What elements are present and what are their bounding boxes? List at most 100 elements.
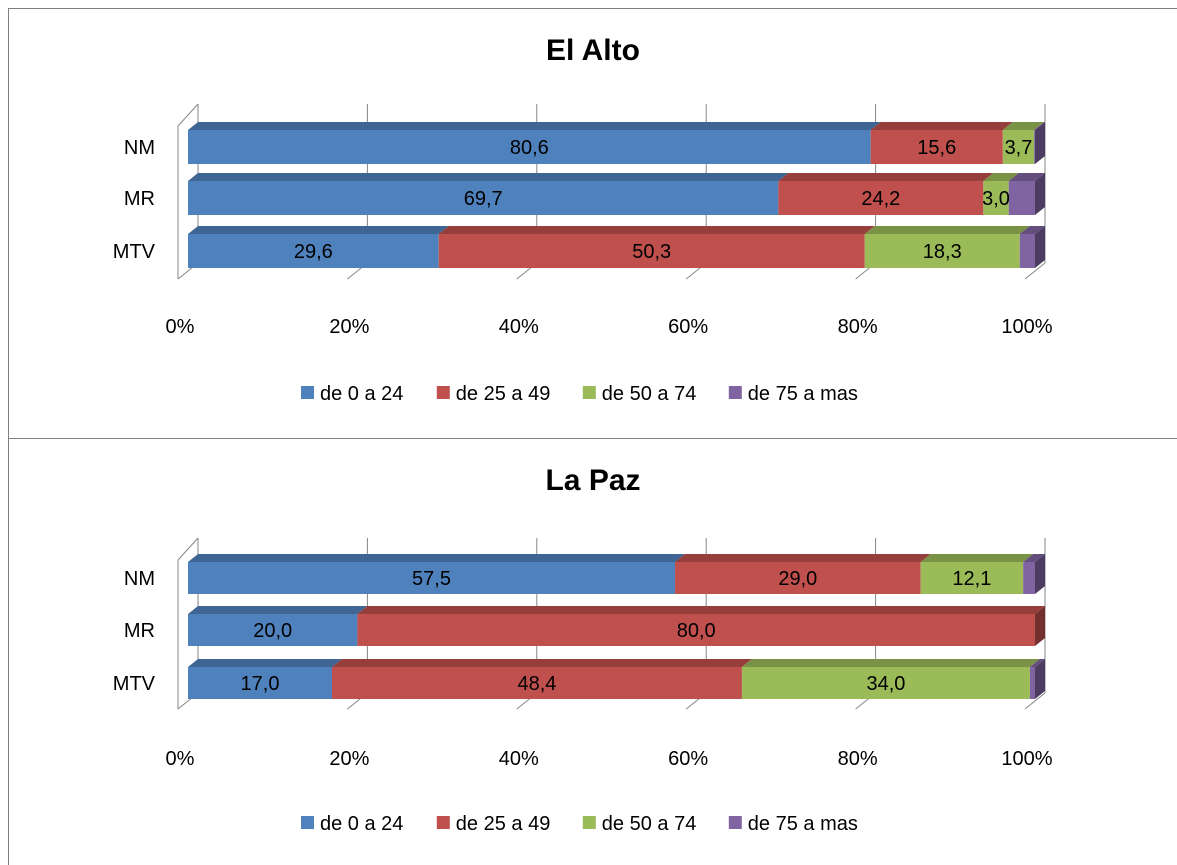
bar-segment-top [188,122,881,130]
legend-swatch [301,816,314,829]
bar-segment-top [864,226,1030,234]
bar-segment-top [1029,659,1045,667]
x-tick-label: 0% [166,316,195,338]
bar-segment-top [1019,226,1045,234]
floor-line [1024,262,1046,280]
x-tick-label: 80% [838,748,878,770]
data-label: 17,0 [241,673,280,695]
bar-segment [983,181,1009,215]
chart-title: El Alto [546,34,640,67]
bar-segment [778,181,984,215]
bar-segment [741,667,1030,699]
data-label: 12,1 [952,568,991,590]
x-tick-label: 60% [668,748,708,770]
bar-segment-top [741,659,1040,667]
bar-segment-top [778,173,994,181]
category-label: MR [124,188,155,210]
chart-el-alto: El Alto 0% 20% 40% 60% 80% 100% NM 80,6 15,6 3,7 MR… [113,34,1053,405]
bar-segment [188,181,779,215]
bar-segment-top [188,659,342,667]
bar-segment-top [438,226,875,234]
bar-segment [188,234,439,268]
bar-segment-top [188,554,686,562]
bar-segment-top [920,554,1034,562]
data-label: 29,0 [778,568,817,590]
data-label: 3,7 [1005,137,1033,159]
chart-panel-el-alto [8,8,1177,438]
legend-label: de 75 a mas [748,813,858,835]
bar-segment [357,614,1035,646]
bar-segment [870,130,1003,164]
category-label: NM [124,137,155,159]
data-label: 57,5 [412,568,451,590]
bar-segment [864,234,1020,268]
chart-panel-la-paz [8,438,1177,865]
bar-segment-side [1035,606,1045,646]
legend-label: de 75 a mas [748,383,858,405]
x-tick-label: 80% [838,316,878,338]
data-label: 50,3 [632,241,671,263]
bar-segment-top [675,554,931,562]
axis-wall [177,537,199,561]
bar-segment-top [188,606,368,614]
data-label: 3,0 [982,188,1010,210]
x-tick-label: 20% [329,316,369,338]
bar-segment-top [1034,122,1045,130]
legend-label: de 50 a 74 [602,383,697,405]
chart-la-paz: La Paz 0% 20% 40% 60% 80% 100% NM 57,5 29,0 12,1 MR… [113,464,1053,835]
data-label: 48,4 [517,673,556,695]
bar-segment-top [983,173,1019,181]
x-tick-label: 0% [166,748,195,770]
bar-segment-top [188,173,789,181]
bar-segment [188,130,871,164]
bar-segment-top [331,659,752,667]
data-label: 80,6 [510,137,549,159]
category-label: MTV [113,241,156,263]
bar-segment-side [1035,173,1045,215]
data-label: 80,0 [677,620,716,642]
data-label: 15,6 [917,137,956,159]
bar-segment [188,614,358,646]
floor-line [1024,692,1046,710]
legend-swatch [436,386,450,399]
data-label: 69,7 [464,188,503,210]
legend-swatch [436,816,450,829]
bar-segment-top [188,226,449,234]
bar-segment-top [1023,554,1045,562]
legend-label: de 50 a 74 [602,813,697,835]
legend-label: de 25 a 49 [456,813,551,835]
legend-swatch [728,386,742,399]
bar-segment [920,562,1024,594]
x-tick-label: 20% [329,748,369,770]
bar-segment-top [1008,173,1045,181]
bar-segment-top [357,606,1045,614]
bar-segment [1023,562,1035,594]
bar-segment-side [1035,226,1045,268]
data-label: 24,2 [861,188,900,210]
category-label: MR [124,620,155,642]
bar-segment-side [1035,659,1045,699]
data-label: 18,3 [923,241,962,263]
category-label: MTV [113,673,156,695]
legend-swatch [582,816,596,829]
legend-swatch [301,386,314,399]
bar-segment [188,667,332,699]
bar-segment-top [870,122,1013,130]
legend-label: de 25 a 49 [456,383,551,405]
x-tick-label: 100% [1001,748,1052,770]
x-tick-label: 60% [668,316,708,338]
bar-segment-side [1035,122,1045,164]
legend-label: de 0 a 24 [320,383,403,405]
legend-label: de 0 a 24 [320,813,403,835]
bar-segment-top [1002,122,1045,130]
data-label: 34,0 [866,673,905,695]
x-tick-label: 100% [1001,316,1052,338]
data-label: 29,6 [294,241,333,263]
legend-swatch [582,386,596,399]
legend-swatch [728,816,742,829]
data-label: 20,0 [253,620,292,642]
bar-segment [1008,181,1035,215]
bar-segment [1002,130,1035,164]
bar-segment [1034,130,1035,164]
